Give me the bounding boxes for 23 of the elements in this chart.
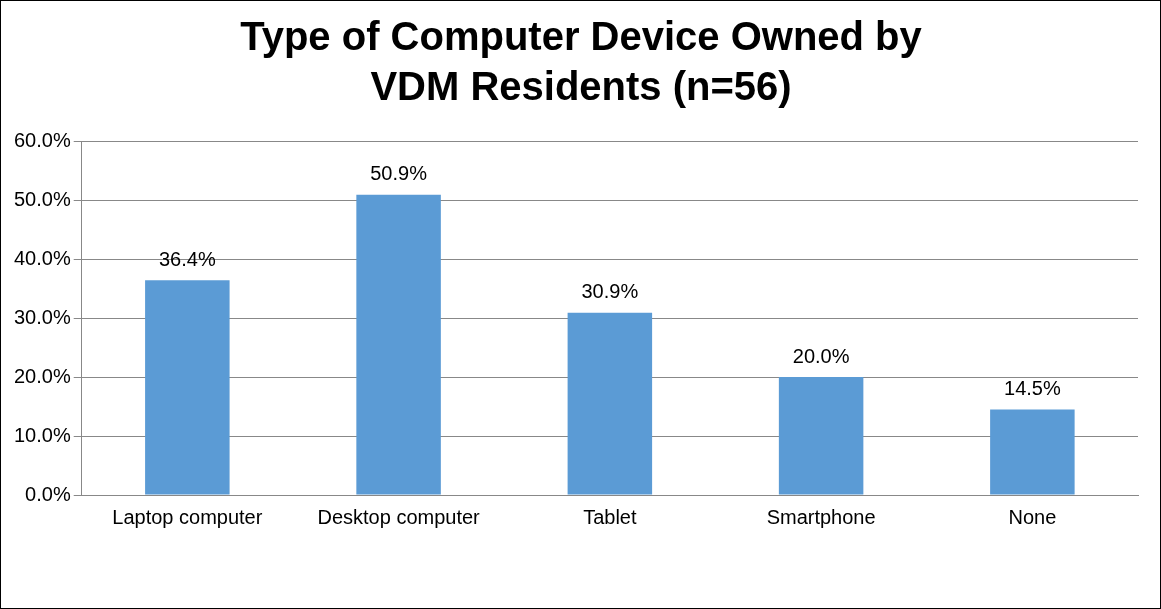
y-tick-label: 20.0% [13,364,71,387]
data-label: 30.9% [581,280,639,303]
bar [356,194,441,495]
y-tick-label: 40.0% [13,246,71,269]
data-label: 36.4% [158,247,216,270]
y-tick-label: 0.0% [25,482,71,505]
y-tick-label: 10.0% [13,423,71,446]
x-tick-label: None [1008,505,1057,528]
bar [567,312,653,495]
x-tick-label: Desktop computer [317,505,481,528]
y-tick-label: 30.0% [13,305,71,328]
x-tick-label: Laptop computer [112,505,263,528]
bar [778,377,864,495]
data-label: 14.5% [1004,376,1061,399]
x-tick-label: Smartphone [766,505,876,528]
chart-title: Type of Computer Device Owned by VDM Residents (n=56) [239,13,923,110]
y-tick-label: 50.0% [13,187,71,210]
data-label: 50.9% [370,162,428,185]
bar [145,280,230,495]
y-tick-label: 60.0% [13,128,71,151]
data-label: 20.0% [792,344,850,367]
bar [990,409,1075,495]
x-tick-label: Tablet [583,505,637,528]
